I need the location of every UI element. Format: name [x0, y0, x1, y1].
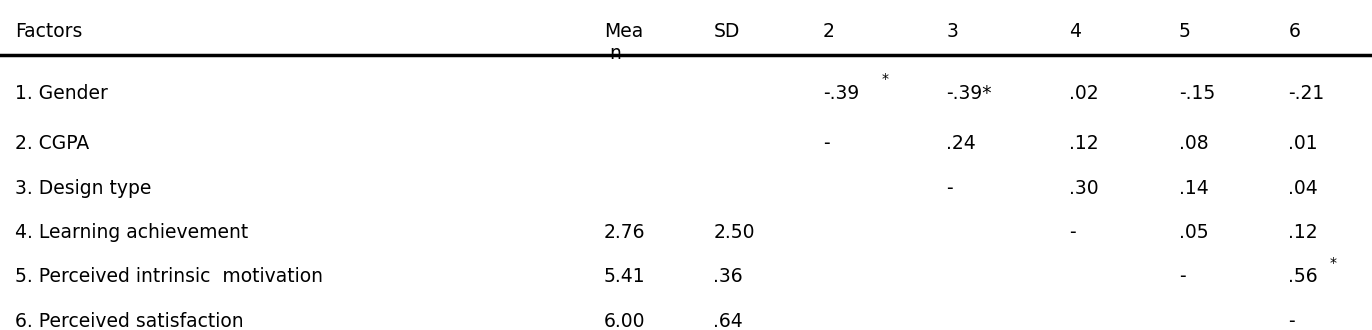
- Text: 2. CGPA: 2. CGPA: [15, 134, 89, 153]
- Text: 6. Perceived satisfaction: 6. Perceived satisfaction: [15, 312, 244, 330]
- Text: 5: 5: [1179, 22, 1191, 41]
- Text: .01: .01: [1288, 134, 1318, 153]
- Text: .24: .24: [947, 134, 975, 153]
- Text: .36: .36: [713, 267, 744, 286]
- Text: 5.41: 5.41: [604, 267, 645, 286]
- Text: .05: .05: [1179, 223, 1209, 242]
- Text: -: -: [1288, 312, 1295, 330]
- Text: 2.76: 2.76: [604, 223, 645, 242]
- Text: 3. Design type: 3. Design type: [15, 179, 151, 198]
- Text: Mea
 n: Mea n: [604, 22, 643, 63]
- Text: SD: SD: [713, 22, 740, 41]
- Text: 2: 2: [823, 22, 834, 41]
- Text: .02: .02: [1069, 84, 1099, 103]
- Text: -.39*: -.39*: [947, 84, 992, 103]
- Text: 5. Perceived intrinsic  motivation: 5. Perceived intrinsic motivation: [15, 267, 322, 286]
- Text: .30: .30: [1069, 179, 1099, 198]
- Text: 1. Gender: 1. Gender: [15, 84, 108, 103]
- Text: -: -: [947, 179, 952, 198]
- Text: .56: .56: [1288, 267, 1318, 286]
- Text: -: -: [1069, 223, 1076, 242]
- Text: -.39: -.39: [823, 84, 859, 103]
- Text: -: -: [823, 134, 830, 153]
- Text: 3: 3: [947, 22, 958, 41]
- Text: -: -: [1179, 267, 1185, 286]
- Text: .08: .08: [1179, 134, 1209, 153]
- Text: 4: 4: [1069, 22, 1081, 41]
- Text: .04: .04: [1288, 179, 1318, 198]
- Text: 2.50: 2.50: [713, 223, 755, 242]
- Text: .12: .12: [1069, 134, 1099, 153]
- Text: .14: .14: [1179, 179, 1209, 198]
- Text: *: *: [1329, 255, 1336, 270]
- Text: 6: 6: [1288, 22, 1301, 41]
- Text: 6.00: 6.00: [604, 312, 645, 330]
- Text: -.21: -.21: [1288, 84, 1325, 103]
- Text: Factors: Factors: [15, 22, 82, 41]
- Text: .12: .12: [1288, 223, 1318, 242]
- Text: .64: .64: [713, 312, 744, 330]
- Text: *: *: [882, 72, 889, 86]
- Text: -.15: -.15: [1179, 84, 1216, 103]
- Text: 4. Learning achievement: 4. Learning achievement: [15, 223, 248, 242]
